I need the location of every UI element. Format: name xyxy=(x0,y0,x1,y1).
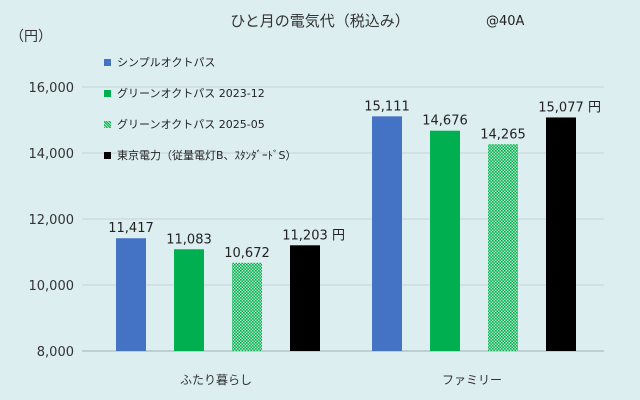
data-label: 15,111 xyxy=(364,99,410,114)
bar xyxy=(232,262,262,351)
legend-item-green-octopus-2025: グリーンオクトパス 2025-05 xyxy=(104,116,297,132)
legend-swatch xyxy=(104,89,111,97)
legend-label: 東京電力（従量電灯B、ｽﾀﾝﾀﾞｰﾄﾞS） xyxy=(117,149,297,162)
data-label: 10,672 xyxy=(224,246,270,261)
y-tick-label: 10,000 xyxy=(29,279,75,294)
amperage-note: @40A xyxy=(486,14,525,29)
y-tick-label: 12,000 xyxy=(29,213,75,228)
y-tick-label: 16,000 xyxy=(29,81,75,96)
legend-swatch xyxy=(104,58,111,66)
bar xyxy=(430,130,460,351)
legend-label: シンプルオクトパス xyxy=(117,56,216,69)
data-label: 14,265 xyxy=(480,127,526,142)
chart-legend: シンプルオクトパス グリーンオクトパス 2023-12 グリーンオクトパス 20… xyxy=(104,54,297,178)
legend-label: グリーンオクトパス 2025-05 xyxy=(117,118,265,131)
bar xyxy=(488,144,518,351)
legend-swatch xyxy=(104,151,111,159)
legend-swatch xyxy=(104,120,111,128)
category-label: ファミリー xyxy=(442,373,502,387)
bar xyxy=(116,238,146,351)
category-label: ふたり暮らし xyxy=(180,373,252,387)
data-label: 11,083 xyxy=(166,232,212,247)
value-unit-label: 円 xyxy=(588,100,601,115)
chart-title: ひと月の電気代（税込み） xyxy=(230,12,410,30)
legend-item-simple-octopus: シンプルオクトパス xyxy=(104,54,297,70)
value-unit-label: 円 xyxy=(332,228,345,243)
data-label: 14,676 xyxy=(422,114,468,129)
legend-item-green-octopus-2023: グリーンオクトパス 2023-12 xyxy=(104,85,297,101)
bar xyxy=(372,116,402,351)
legend-label: グリーンオクトパス 2023-12 xyxy=(117,87,265,100)
y-tick-label: 8,000 xyxy=(37,345,74,360)
y-axis-unit-label: （円） xyxy=(10,29,52,45)
data-label: 11,417 xyxy=(108,221,154,236)
data-label: 15,077 xyxy=(538,100,584,115)
bar xyxy=(546,117,576,351)
bar xyxy=(174,249,204,351)
data-label: 11,203 xyxy=(282,228,328,243)
legend-item-tepco: 東京電力（従量電灯B、ｽﾀﾝﾀﾞｰﾄﾞS） xyxy=(104,147,297,163)
bar xyxy=(290,245,320,351)
y-tick-label: 14,000 xyxy=(29,147,75,162)
